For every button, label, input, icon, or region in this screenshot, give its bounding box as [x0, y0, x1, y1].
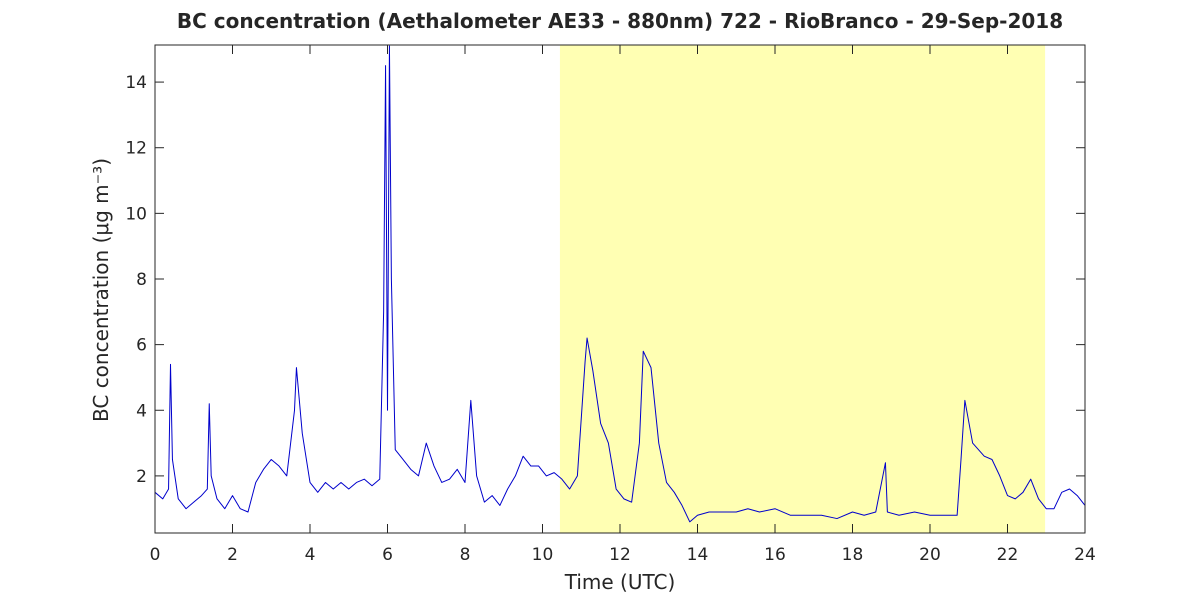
x-tick-label: 4	[305, 545, 316, 565]
y-tick-label: 2	[136, 467, 147, 487]
y-tick-label: 12	[125, 139, 147, 159]
x-tick-label: 2	[227, 545, 238, 565]
x-tick-label: 22	[997, 545, 1019, 565]
x-tick-label: 18	[842, 545, 864, 565]
y-tick-label: 14	[125, 73, 147, 93]
x-tick-label: 14	[687, 545, 709, 565]
x-tick-label: 12	[609, 545, 631, 565]
highlight-band	[559, 45, 1046, 533]
y-tick-label: 4	[136, 401, 147, 421]
x-tick-label: 6	[382, 545, 393, 565]
plot	[154, 44, 1086, 534]
x-tick-label: 8	[460, 545, 471, 565]
y-axis-label: BC concentration (μg m⁻³)	[89, 158, 113, 422]
x-tick-label: 24	[1074, 545, 1096, 565]
data-line	[154, 45, 1086, 523]
x-tick-label: 20	[919, 545, 941, 565]
x-tick-label: 0	[150, 545, 161, 565]
y-tick-label: 10	[125, 204, 147, 224]
x-tick-label: 16	[764, 545, 786, 565]
x-tick-label: 10	[532, 545, 554, 565]
y-tick-label: 6	[136, 336, 147, 356]
y-tick-label: 8	[136, 270, 147, 290]
chart-title: BC concentration (Aethalometer AE33 - 88…	[177, 9, 1063, 33]
x-axis-label: Time (UTC)	[564, 570, 676, 594]
